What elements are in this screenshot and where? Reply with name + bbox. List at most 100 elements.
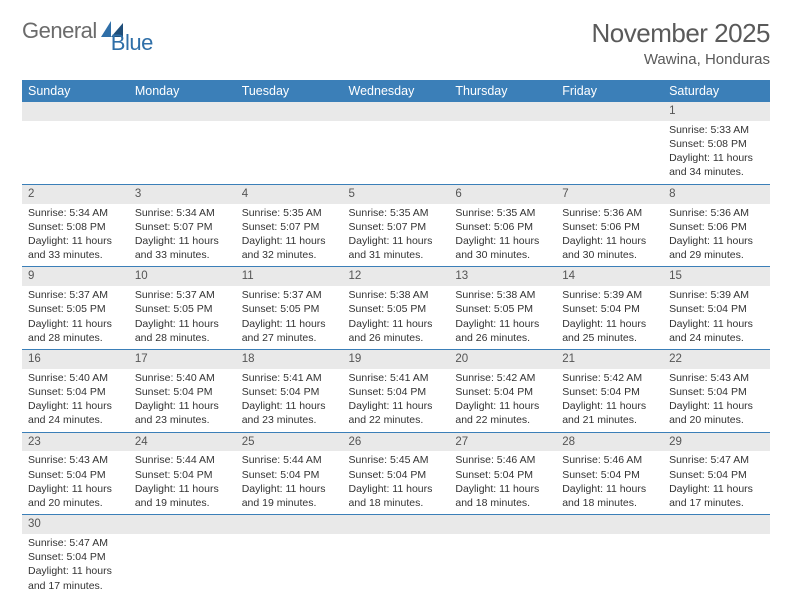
day-detail-line: Sunset: 5:06 PM [669,220,764,234]
day-number [22,102,129,121]
weekday-header: Sunday [22,80,129,102]
day-details: Sunrise: 5:44 AMSunset: 5:04 PMDaylight:… [236,451,343,514]
day-details: Sunrise: 5:39 AMSunset: 5:04 PMDaylight:… [556,286,663,349]
day-number: 27 [449,433,556,452]
calendar-cell [236,515,343,597]
day-details: Sunrise: 5:45 AMSunset: 5:04 PMDaylight:… [343,451,450,514]
day-number: 13 [449,267,556,286]
day-details: Sunrise: 5:37 AMSunset: 5:05 PMDaylight:… [22,286,129,349]
day-detail-line: Sunrise: 5:34 AM [28,206,123,220]
day-detail-line: and 17 minutes. [28,579,123,593]
weekday-header: Wednesday [343,80,450,102]
day-detail-line: Daylight: 11 hours [135,317,230,331]
day-detail-line: Daylight: 11 hours [349,482,444,496]
day-detail-line: Daylight: 11 hours [455,399,550,413]
calendar-cell: 14Sunrise: 5:39 AMSunset: 5:04 PMDayligh… [556,267,663,350]
day-detail-line: Sunset: 5:08 PM [28,220,123,234]
day-details: Sunrise: 5:40 AMSunset: 5:04 PMDaylight:… [129,369,236,432]
day-detail-line: Daylight: 11 hours [135,399,230,413]
day-details: Sunrise: 5:33 AMSunset: 5:08 PMDaylight:… [663,121,770,184]
day-number: 21 [556,350,663,369]
day-details: Sunrise: 5:43 AMSunset: 5:04 PMDaylight:… [22,451,129,514]
day-number: 4 [236,185,343,204]
header: General Blue November 2025 Wawina, Hondu… [22,18,770,68]
calendar-cell: 28Sunrise: 5:46 AMSunset: 5:04 PMDayligh… [556,432,663,515]
day-detail-line: Sunset: 5:04 PM [349,468,444,482]
day-detail-line: and 19 minutes. [242,496,337,510]
logo-text-general: General [22,18,97,44]
day-detail-line: Daylight: 11 hours [28,317,123,331]
day-details: Sunrise: 5:41 AMSunset: 5:04 PMDaylight:… [343,369,450,432]
calendar-cell [22,102,129,184]
day-details: Sunrise: 5:37 AMSunset: 5:05 PMDaylight:… [236,286,343,349]
logo: General Blue [22,18,125,44]
day-details: Sunrise: 5:35 AMSunset: 5:07 PMDaylight:… [343,204,450,267]
day-detail-line: Daylight: 11 hours [455,317,550,331]
day-detail-line: Sunrise: 5:39 AM [669,288,764,302]
day-detail-line: and 24 minutes. [669,331,764,345]
day-number: 16 [22,350,129,369]
day-detail-line: Daylight: 11 hours [669,399,764,413]
day-detail-line: and 22 minutes. [455,413,550,427]
day-details: Sunrise: 5:46 AMSunset: 5:04 PMDaylight:… [449,451,556,514]
day-number: 9 [22,267,129,286]
day-details: Sunrise: 5:36 AMSunset: 5:06 PMDaylight:… [663,204,770,267]
day-detail-line: and 33 minutes. [135,248,230,262]
day-number: 6 [449,185,556,204]
day-detail-line: Sunset: 5:04 PM [28,385,123,399]
day-number [129,102,236,121]
day-detail-line: and 33 minutes. [28,248,123,262]
calendar-cell: 23Sunrise: 5:43 AMSunset: 5:04 PMDayligh… [22,432,129,515]
day-detail-line: Sunrise: 5:37 AM [28,288,123,302]
day-details: Sunrise: 5:39 AMSunset: 5:04 PMDaylight:… [663,286,770,349]
day-number [449,102,556,121]
day-number: 5 [343,185,450,204]
day-detail-line: Sunset: 5:04 PM [562,385,657,399]
day-detail-line: Sunset: 5:04 PM [669,385,764,399]
day-detail-line: Daylight: 11 hours [28,564,123,578]
day-detail-line: Daylight: 11 hours [562,399,657,413]
day-detail-line: Sunrise: 5:37 AM [242,288,337,302]
day-detail-line: and 30 minutes. [562,248,657,262]
day-detail-line: Daylight: 11 hours [28,399,123,413]
calendar-cell: 5Sunrise: 5:35 AMSunset: 5:07 PMDaylight… [343,184,450,267]
day-number: 10 [129,267,236,286]
day-number [236,102,343,121]
day-detail-line: Daylight: 11 hours [669,482,764,496]
day-detail-line: Daylight: 11 hours [669,317,764,331]
day-number: 30 [22,515,129,534]
day-detail-line: Sunset: 5:05 PM [349,302,444,316]
calendar-cell [449,102,556,184]
day-detail-line: Sunset: 5:05 PM [135,302,230,316]
day-number: 3 [129,185,236,204]
day-detail-line: and 28 minutes. [135,331,230,345]
day-number: 23 [22,433,129,452]
day-detail-line: and 20 minutes. [669,413,764,427]
day-detail-line: and 17 minutes. [669,496,764,510]
day-detail-line: Sunset: 5:04 PM [455,385,550,399]
day-number [343,102,450,121]
calendar-cell: 29Sunrise: 5:47 AMSunset: 5:04 PMDayligh… [663,432,770,515]
day-detail-line: Sunrise: 5:46 AM [562,453,657,467]
day-number: 12 [343,267,450,286]
day-detail-line: and 23 minutes. [242,413,337,427]
calendar-cell: 4Sunrise: 5:35 AMSunset: 5:07 PMDaylight… [236,184,343,267]
calendar-body: 1Sunrise: 5:33 AMSunset: 5:08 PMDaylight… [22,102,770,597]
day-number [129,515,236,534]
day-detail-line: Sunrise: 5:40 AM [28,371,123,385]
day-details: Sunrise: 5:47 AMSunset: 5:04 PMDaylight:… [663,451,770,514]
calendar-cell [663,515,770,597]
day-detail-line: Sunset: 5:04 PM [669,468,764,482]
day-detail-line: Daylight: 11 hours [242,317,337,331]
calendar-page: General Blue November 2025 Wawina, Hondu… [0,0,792,615]
day-detail-line: and 23 minutes. [135,413,230,427]
day-detail-line: and 34 minutes. [669,165,764,179]
day-detail-line: Sunrise: 5:39 AM [562,288,657,302]
day-detail-line: Daylight: 11 hours [135,482,230,496]
day-detail-line: and 32 minutes. [242,248,337,262]
day-detail-line: Sunset: 5:04 PM [349,385,444,399]
day-detail-line: Sunset: 5:04 PM [28,550,123,564]
weekday-header: Thursday [449,80,556,102]
day-details: Sunrise: 5:47 AMSunset: 5:04 PMDaylight:… [22,534,129,597]
calendar-cell: 16 Sunrise: 5:40 AMSunset: 5:04 PMDayligh… [22,349,129,432]
